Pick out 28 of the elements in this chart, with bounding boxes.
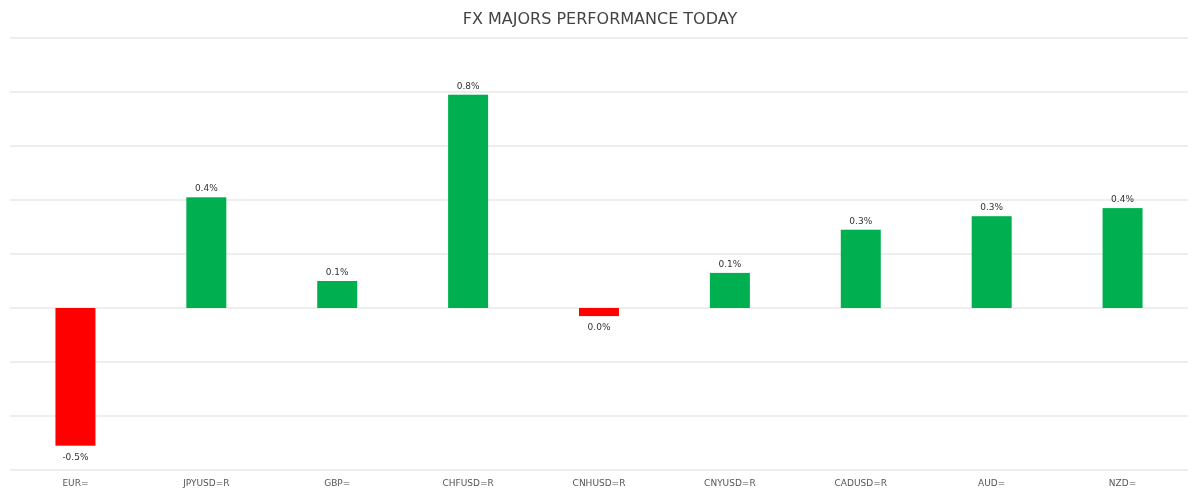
data-label: 0.1% — [325, 267, 350, 277]
data-label: 0.3% — [980, 202, 1004, 213]
data-label: 0.8% — [456, 80, 480, 91]
bar — [971, 216, 1012, 308]
x-tick-label: NZD= — [1108, 478, 1137, 488]
data-label: 0.3% — [849, 215, 873, 226]
bar — [55, 308, 96, 446]
bar — [579, 308, 619, 317]
data-label: 0.4% — [194, 183, 219, 194]
bar — [1102, 208, 1143, 308]
x-tick-label: CHFUSD=R — [442, 478, 494, 488]
data-label: -0.5% — [62, 451, 89, 462]
chart-title: FX MAJORS PERFORMANCE TODAY — [462, 9, 738, 28]
bar — [317, 281, 358, 308]
x-tick-label: AUD= — [978, 478, 1006, 488]
data-label: 0.1% — [718, 258, 742, 269]
x-tick-label: CADUSD=R — [834, 478, 887, 488]
data-label: 0.4% — [1111, 194, 1135, 205]
x-tick-label: JPYUSD=R — [182, 478, 230, 488]
x-tick-label: GBP= — [324, 478, 351, 488]
bar — [186, 197, 227, 308]
bar — [448, 94, 489, 308]
bar — [709, 272, 750, 308]
x-tick-label: EUR= — [62, 478, 89, 488]
data-label: 0.0% — [587, 322, 611, 333]
x-tick-label: CNHUSD=R — [572, 478, 626, 488]
x-tick-label: CNYUSD=R — [704, 478, 756, 488]
bar — [840, 229, 881, 308]
